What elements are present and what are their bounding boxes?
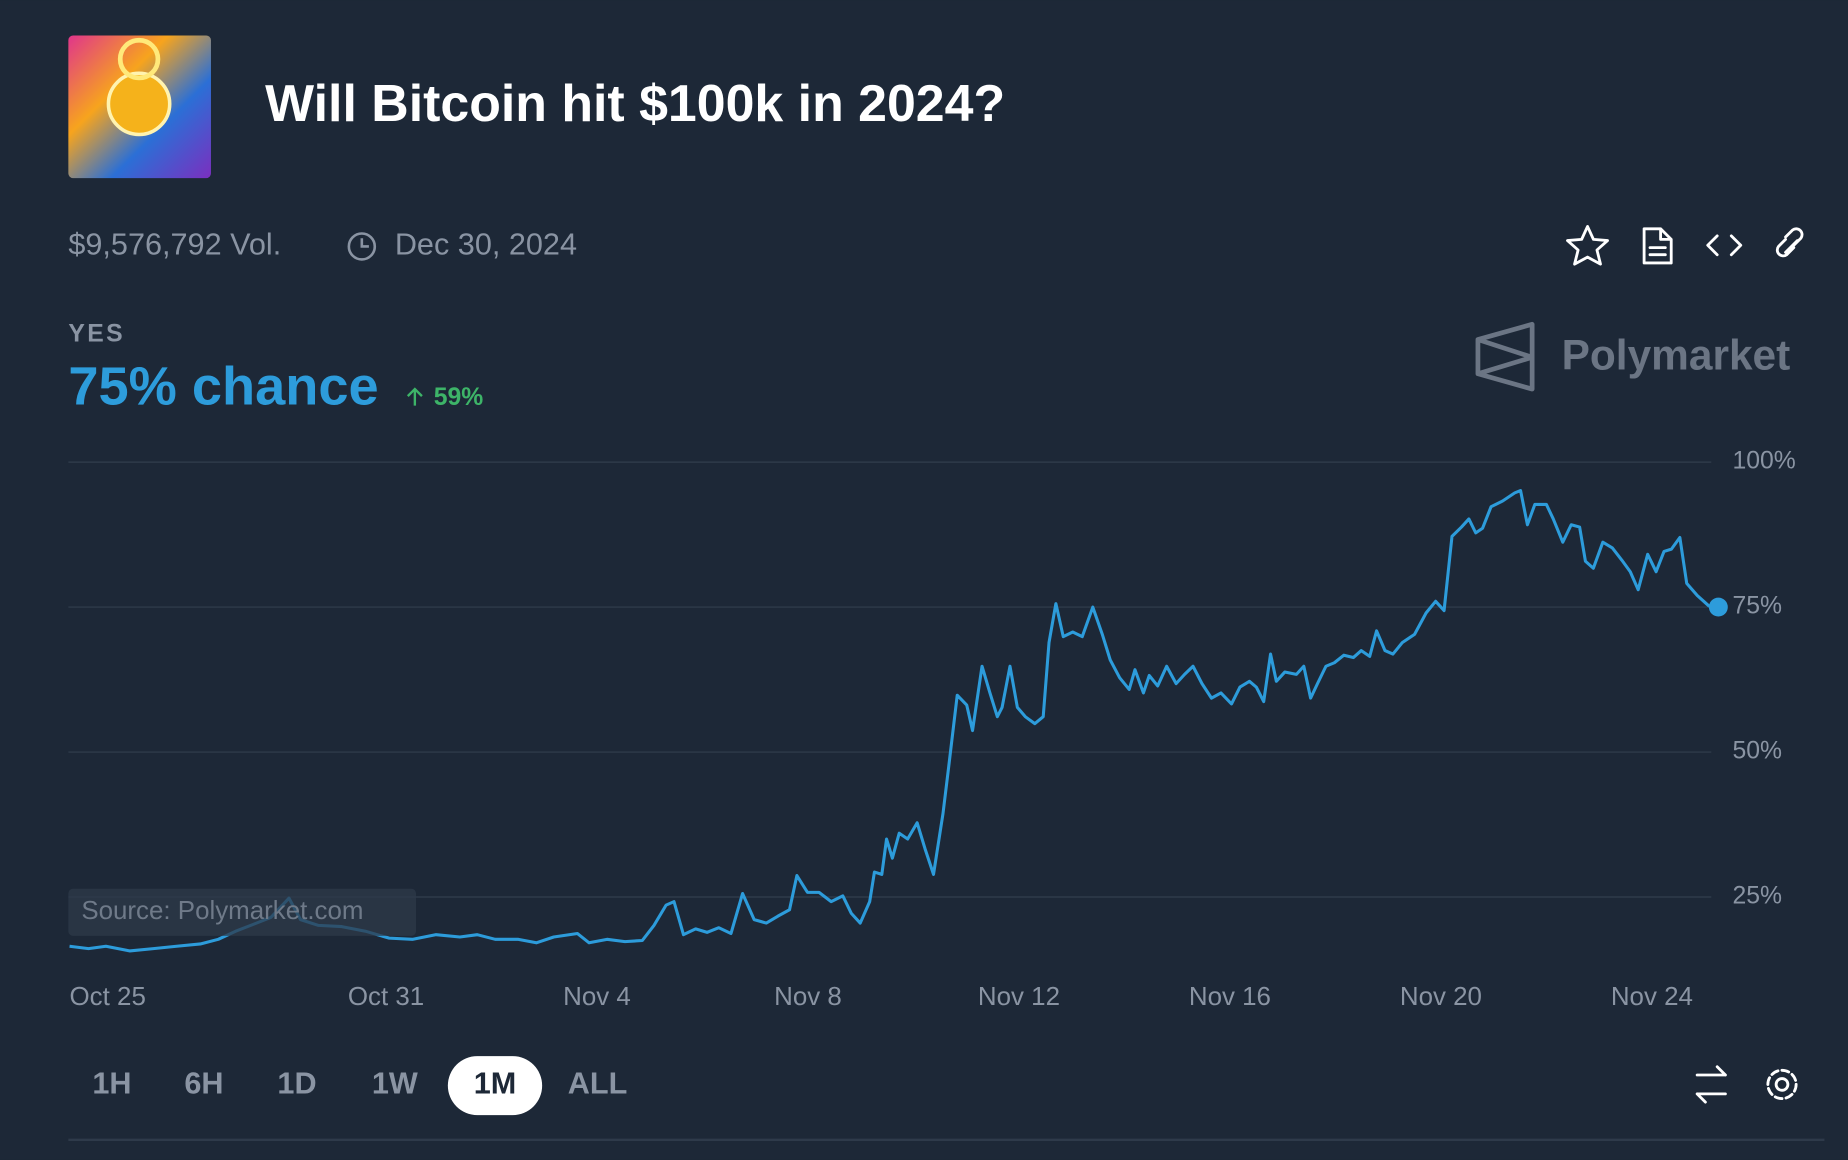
swap-icon[interactable] — [1695, 1065, 1727, 1104]
source-text: Source: Polymarket.com — [81, 897, 363, 925]
range-button[interactable]: 6H — [184, 1067, 223, 1101]
x-tick-label: Oct 31 — [348, 983, 424, 1011]
range-button[interactable]: 1W — [372, 1067, 418, 1101]
link-icon[interactable] — [1775, 227, 1804, 258]
chance: 75% chance — [68, 357, 378, 417]
clock-icon — [347, 232, 377, 261]
up-arrow — [406, 387, 423, 406]
favorite-icon[interactable] — [1566, 225, 1609, 266]
x-tick-label: Nov 8 — [774, 983, 842, 1011]
range-button[interactable]: 1D — [277, 1067, 316, 1101]
x-tick-label: Nov 4 — [563, 983, 631, 1011]
range-button[interactable]: 1H — [92, 1067, 131, 1101]
x-tick-label: Oct 25 — [70, 983, 146, 1011]
brand-logo — [1475, 321, 1535, 392]
y-tick-label: 25% — [1733, 883, 1783, 910]
brand-name: Polymarket — [1562, 332, 1791, 379]
y-tick-label: 75% — [1733, 593, 1783, 620]
price-line — [69, 489, 1719, 953]
range-controls: 1H 6H 1D 1W 1M ALL — [92, 1056, 628, 1116]
x-tick-label: Nov 12 — [978, 983, 1060, 1011]
volume: $9,576,792 Vol. — [68, 228, 281, 262]
range-button[interactable]: ALL — [568, 1067, 628, 1101]
change: 59% — [434, 384, 484, 411]
current-point — [1708, 597, 1728, 617]
end-date: Dec 30, 2024 — [395, 228, 577, 262]
document-icon[interactable] — [1642, 227, 1673, 265]
x-tick-label: Nov 16 — [1189, 983, 1271, 1011]
market-thumbnail — [68, 35, 211, 179]
source-badge: Source: Polymarket.com — [68, 888, 417, 936]
settings-icon[interactable] — [1766, 1068, 1798, 1100]
source-box — [68, 888, 417, 936]
range-button[interactable]: 1M — [474, 1067, 517, 1101]
x-tick-label: Nov 20 — [1400, 983, 1482, 1011]
y-tick-label: 50% — [1733, 738, 1783, 765]
range-active-pill — [447, 1056, 543, 1116]
embed-icon[interactable] — [1706, 234, 1743, 257]
title: Will Bitcoin hit $100k in 2024? — [265, 74, 1005, 132]
y-tick-label: 100% — [1733, 448, 1796, 475]
outcome-label: YES — [68, 320, 125, 347]
plot: 25% 50% 75% 100% Oct 25 Oct 31 Nov 4 Nov 8 Nov 1… — [68, 448, 1796, 1011]
x-tick-label: Nov 24 — [1611, 983, 1693, 1011]
